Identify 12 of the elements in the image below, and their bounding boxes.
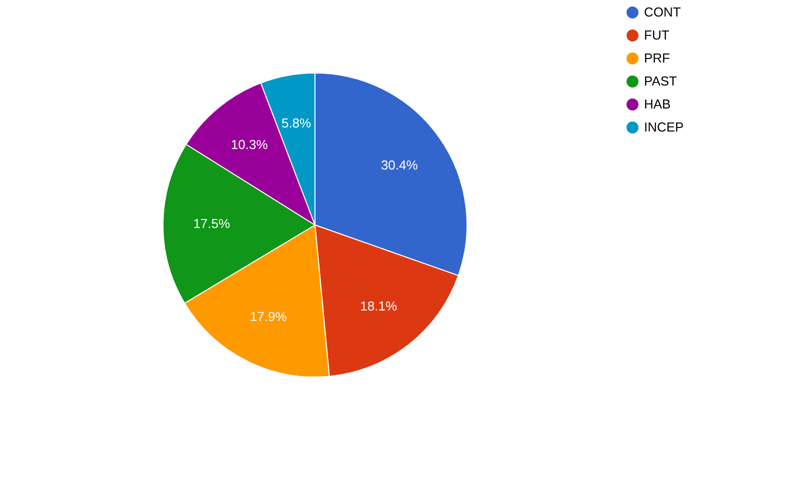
legend-label: HAB bbox=[644, 96, 671, 112]
legend-label: CONT bbox=[644, 4, 681, 20]
legend-label: INCEP bbox=[644, 120, 684, 134]
legend-label: PAST bbox=[644, 74, 678, 88]
legend-label: FUT bbox=[644, 28, 670, 42]
data-label: 17.5% bbox=[193, 216, 231, 232]
data-label: 5.8% bbox=[281, 115, 312, 130]
data-label: 30.4% bbox=[380, 157, 418, 172]
legend-label: PRF bbox=[644, 50, 670, 66]
data-label: 17.9% bbox=[250, 309, 288, 324]
data-label: 18.1% bbox=[360, 298, 398, 314]
data-label: 10.3% bbox=[230, 137, 268, 152]
